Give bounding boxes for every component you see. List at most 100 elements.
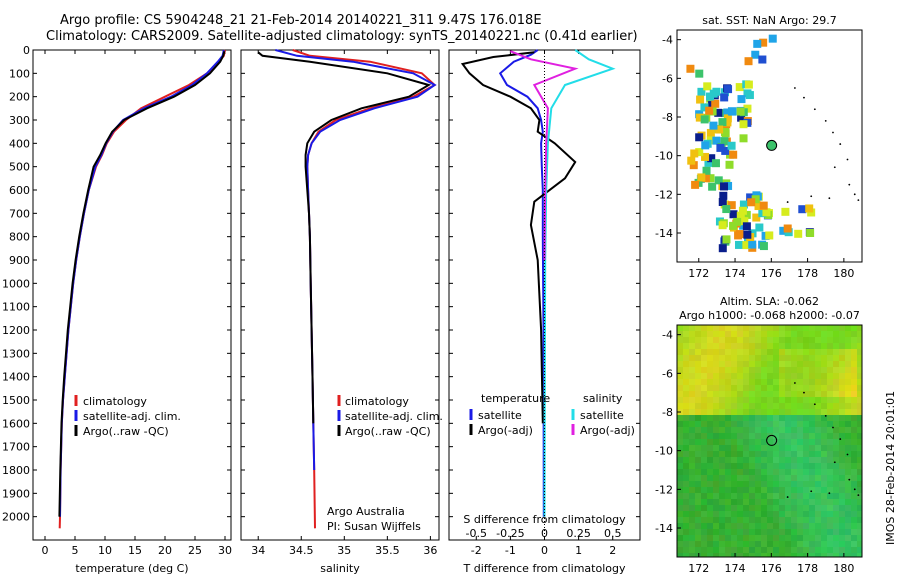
sla-cell bbox=[713, 421, 720, 428]
sla-cell bbox=[857, 499, 862, 506]
sla-cell bbox=[755, 529, 762, 536]
sla-cell bbox=[707, 457, 714, 464]
sst-pixel bbox=[806, 228, 815, 237]
sla-cell bbox=[839, 445, 846, 452]
sla-cell bbox=[731, 457, 738, 464]
sla-cell bbox=[851, 475, 858, 482]
sla-cell bbox=[719, 385, 726, 392]
sst-pixel bbox=[697, 87, 706, 96]
sla-cell bbox=[845, 487, 852, 494]
sla-cell bbox=[683, 475, 690, 482]
sla-cell bbox=[731, 367, 738, 374]
sla-cell bbox=[767, 517, 774, 524]
sla-cell bbox=[725, 391, 732, 398]
sla-cell bbox=[851, 481, 858, 488]
sla-cell bbox=[785, 493, 792, 500]
sla-cell bbox=[833, 403, 840, 410]
sla-cell bbox=[755, 355, 762, 362]
sla-cell bbox=[797, 403, 804, 410]
sla-cell bbox=[719, 547, 726, 554]
sla-cell bbox=[695, 457, 702, 464]
island-dot bbox=[848, 183, 851, 186]
sla-cell bbox=[701, 343, 708, 350]
sla-cell bbox=[773, 529, 780, 536]
island-dot bbox=[846, 453, 849, 456]
sla-cell bbox=[821, 427, 828, 434]
sla-cell bbox=[821, 403, 828, 410]
sla-cell bbox=[845, 337, 852, 344]
sla-cell bbox=[845, 421, 852, 428]
sla-cell bbox=[689, 325, 696, 332]
sst-pixel bbox=[758, 209, 767, 218]
sla-cell bbox=[767, 337, 774, 344]
sla-cell bbox=[827, 391, 834, 398]
sla-cell bbox=[689, 415, 696, 422]
sla-cell bbox=[785, 541, 792, 548]
sst-pixel bbox=[720, 137, 729, 146]
salinity-xtick-label: 34 bbox=[251, 544, 265, 557]
sla-cell bbox=[695, 547, 702, 554]
sst-pixel bbox=[714, 108, 723, 117]
sla-cell bbox=[797, 463, 804, 470]
sla-cell bbox=[695, 379, 702, 386]
sla-cell bbox=[815, 337, 822, 344]
sla-cell bbox=[677, 391, 684, 398]
sla-cell bbox=[707, 445, 714, 452]
sla-cell bbox=[815, 469, 822, 476]
sla-cell bbox=[755, 343, 762, 350]
sla-cell bbox=[803, 343, 810, 350]
sla-cell bbox=[767, 343, 774, 350]
sla-cell bbox=[701, 349, 708, 356]
sst-pixel bbox=[718, 118, 727, 127]
sla-cell bbox=[803, 451, 810, 458]
sla-cell bbox=[857, 343, 862, 350]
sla-cell bbox=[713, 511, 720, 518]
sla-cell bbox=[767, 547, 774, 554]
sla-cell bbox=[677, 355, 684, 362]
sla-cell bbox=[767, 499, 774, 506]
sla-cell bbox=[713, 367, 720, 374]
sla-cell bbox=[683, 403, 690, 410]
sla-cell bbox=[815, 487, 822, 494]
sla-cell bbox=[719, 343, 726, 350]
sla-cell bbox=[773, 505, 780, 512]
sla-cell bbox=[857, 355, 862, 362]
sla-cell bbox=[833, 451, 840, 458]
sst-pixel bbox=[729, 221, 738, 230]
sla-cell bbox=[737, 325, 744, 332]
sla-cell bbox=[857, 469, 862, 476]
sla-cell bbox=[773, 421, 780, 428]
sla-cell bbox=[791, 361, 798, 368]
sla-cell bbox=[803, 391, 810, 398]
sla-cell bbox=[827, 397, 834, 404]
sla-cell bbox=[695, 439, 702, 446]
salinity-legend-entry: climatology bbox=[345, 395, 409, 408]
island-dot bbox=[853, 193, 856, 196]
sst-pixel bbox=[729, 210, 738, 219]
sla-cell bbox=[689, 337, 696, 344]
island-dot bbox=[857, 494, 860, 497]
sla-cell bbox=[713, 523, 720, 530]
sla-cell bbox=[791, 541, 798, 548]
sst-pixel bbox=[707, 154, 716, 163]
sla-cell bbox=[797, 373, 804, 380]
sla-cell bbox=[719, 529, 726, 536]
sla-cell bbox=[755, 511, 762, 518]
sla-cell bbox=[785, 385, 792, 392]
sla-cell bbox=[743, 445, 750, 452]
sla-cell bbox=[677, 445, 684, 452]
sst-pixel bbox=[738, 206, 747, 215]
sla-cell bbox=[689, 541, 696, 548]
sla-cell bbox=[833, 469, 840, 476]
sla-cell bbox=[785, 427, 792, 434]
sla-cell bbox=[761, 493, 768, 500]
sst-pixel bbox=[759, 242, 768, 251]
sla-map-lat-label: -10 bbox=[655, 445, 673, 458]
sst-pixel bbox=[781, 207, 790, 216]
sst-pixel bbox=[706, 174, 715, 183]
sla-cell bbox=[857, 481, 862, 488]
sla-cell bbox=[809, 547, 816, 554]
island-dot bbox=[857, 199, 860, 202]
temperature-xtick-label: 30 bbox=[218, 544, 232, 557]
sla-cell bbox=[857, 403, 862, 410]
